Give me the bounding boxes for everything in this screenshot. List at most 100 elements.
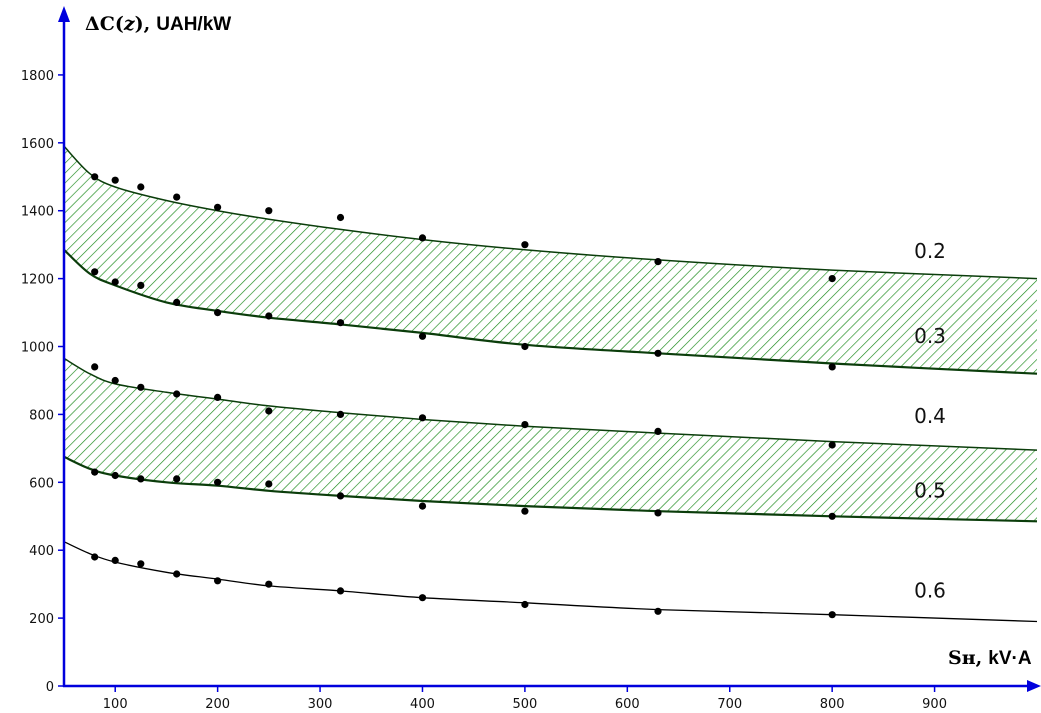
data-point-0-2 (214, 203, 222, 211)
data-point-0-3 (173, 298, 181, 306)
hatched-bands (64, 146, 1037, 522)
curve-0-6 (63, 541, 1038, 623)
y-tick-label: 1800 (21, 69, 54, 84)
y-axis-label-close: ), (135, 13, 151, 35)
x-axis-arrow (1027, 680, 1041, 692)
data-point-0-5 (173, 475, 181, 483)
data-point-0-4 (521, 421, 529, 429)
data-point-0-5 (214, 478, 222, 486)
y-tick-label: 1200 (21, 273, 54, 288)
data-point-0-3 (828, 363, 836, 371)
data-point-0-6 (173, 570, 181, 578)
data-points (91, 173, 836, 619)
data-point-0-4 (654, 427, 662, 435)
x-tick-label: 400 (410, 697, 435, 712)
y-axis-label-symbol: ΔC( (85, 13, 124, 35)
data-point-0-3 (654, 349, 662, 357)
data-point-0-4 (137, 383, 145, 391)
data-point-0-4 (214, 393, 222, 401)
data-point-0-4 (173, 390, 181, 398)
x-tick-label: 600 (615, 697, 640, 712)
data-point-0-5 (418, 502, 427, 510)
data-point-0-6 (336, 587, 345, 595)
data-point-0-4 (111, 376, 119, 385)
data-point-0-2 (173, 193, 181, 201)
y-axis-label-unit: UAH/kW (156, 14, 231, 35)
curve-label-0-6: 0.6 (914, 579, 946, 603)
data-point-0-4 (828, 441, 836, 449)
data-point-0-5 (336, 492, 345, 500)
data-point-0-2 (418, 234, 427, 242)
data-point-0-4 (265, 407, 273, 415)
data-point-0-5 (521, 507, 529, 515)
y-axis-label: ΔC(z), UAH/kW (85, 13, 231, 35)
data-point-0-3 (418, 332, 427, 340)
data-point-0-6 (214, 577, 222, 585)
curve-label-0-2: 0.2 (914, 239, 946, 263)
y-tick-label: 600 (29, 476, 54, 491)
data-point-0-3 (521, 342, 529, 351)
curve-0-2 (63, 145, 1038, 280)
data-point-0-2 (654, 258, 662, 266)
data-point-0-6 (521, 600, 529, 609)
y-tick-label: 1000 (21, 341, 54, 356)
x-tick-label: 300 (308, 697, 333, 712)
x-tick-label: 700 (717, 697, 742, 712)
y-tick-label: 200 (29, 612, 54, 627)
data-point-0-3 (137, 281, 145, 289)
data-point-0-3 (336, 319, 345, 327)
data-point-0-6 (418, 594, 427, 602)
y-tick-label: 800 (29, 408, 54, 423)
data-point-0-6 (265, 580, 273, 588)
x-tick-label: 800 (820, 697, 845, 712)
curve-label-0-5: 0.5 (914, 479, 946, 503)
data-point-0-5 (137, 475, 145, 483)
curves (63, 145, 1038, 623)
y-tick-label: 1400 (21, 205, 54, 220)
data-point-0-5 (111, 471, 119, 480)
axes (58, 6, 1041, 692)
x-axis-label-unit: kV·A (988, 648, 1032, 669)
curve-labels: 0.2 0.3 0.4 0.5 0.6 (914, 239, 946, 603)
x-tick-label: 900 (922, 697, 947, 712)
data-point-0-4 (91, 363, 99, 371)
curve-label-0-4: 0.4 (914, 404, 946, 428)
y-axis-label-var: z (123, 13, 136, 35)
x-tick-label: 100 (103, 697, 128, 712)
curve-0-5 (63, 455, 1038, 523)
curve-label-0-3: 0.3 (914, 324, 946, 348)
data-point-0-3 (111, 278, 119, 286)
data-point-0-5 (654, 509, 662, 517)
data-point-0-2 (265, 207, 273, 215)
data-point-0-3 (214, 309, 222, 317)
y-tick-label: 1600 (21, 137, 54, 152)
data-point-0-2 (91, 173, 99, 181)
data-point-0-2 (828, 275, 836, 283)
data-point-0-3 (265, 312, 273, 320)
data-point-0-6 (111, 556, 119, 565)
data-point-0-5 (828, 512, 836, 520)
y-axis-arrow (58, 6, 70, 22)
data-point-0-2 (111, 176, 119, 184)
data-point-0-6 (137, 560, 145, 568)
data-point-0-6 (91, 553, 99, 561)
curve-0-4 (63, 357, 1038, 451)
data-point-0-3 (91, 268, 99, 276)
x-tick-label: 200 (205, 697, 230, 712)
data-point-0-2 (521, 241, 529, 249)
tick-labels: 0 200 400 600 800 1000 1200 1400 1600 1800 100 200 3… (21, 69, 947, 712)
data-point-0-5 (91, 468, 99, 476)
data-point-0-4 (336, 410, 345, 418)
data-point-0-2 (137, 183, 145, 191)
x-axis-label-symbol: Sн, (948, 647, 982, 669)
data-point-0-6 (654, 607, 662, 615)
data-point-0-6 (828, 611, 836, 619)
hatched-band-0 (64, 146, 1037, 374)
data-point-0-5 (265, 480, 273, 488)
x-tick-label: 500 (512, 697, 537, 712)
y-tick-label: 0 (46, 680, 54, 695)
data-point-0-2 (336, 213, 345, 222)
data-point-0-4 (418, 414, 427, 422)
